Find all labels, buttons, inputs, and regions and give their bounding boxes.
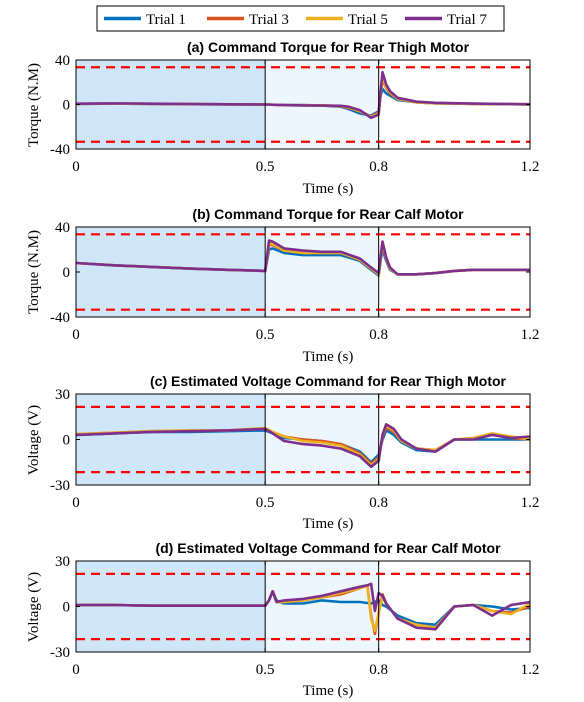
panel-c-ylabel: Voltage (V) [26, 405, 42, 475]
panel-c-ytick-label-1: 0 [63, 433, 71, 449]
panel-a: (a) Command Torque for Rear Thigh Motor … [26, 39, 539, 197]
panel-b-xtick-label-0: 0 [72, 327, 80, 343]
panel-c-series-trial-7 [76, 422, 530, 469]
panel-d-ytick-label-1: 0 [63, 600, 71, 616]
legend-label-3: Trial 3 [249, 12, 289, 28]
panel-a-xtick-label-0: 0 [72, 159, 80, 175]
panel-a-ytick-label-0: -40 [50, 142, 70, 158]
panel-a-xlabel: Time (s) [303, 181, 354, 197]
panel-d-xtick-label-3: 1.2 [521, 662, 540, 678]
panel-b-title: (b) Command Torque for Rear Calf Motor [192, 206, 464, 222]
panel-b-ytick-label-0: -40 [50, 310, 70, 326]
legend: Trial 1 Trial 3 Trial 5 Trial 7 [96, 5, 505, 32]
panel-d: (d) Estimated Voltage Command for Rear C… [26, 540, 539, 699]
panel-a-ytick-label-1: 0 [63, 98, 71, 114]
panel-d-title: (d) Estimated Voltage Command for Rear C… [155, 540, 501, 556]
panel-d-xtick-label-0: 0 [72, 662, 80, 678]
panel-a-ylabel: Torque (N.M) [26, 63, 42, 147]
legend-label-7: Trial 7 [447, 12, 487, 28]
panel-d-xlabel: Time (s) [303, 683, 354, 699]
legend-entry-3: Trial 3 [207, 12, 289, 28]
panel-b-ytick-label-1: 0 [63, 265, 71, 281]
panel-c-xtick-label-3: 1.2 [521, 495, 540, 511]
panel-b-xtick-label-3: 1.2 [521, 327, 540, 343]
panel-a-title: (a) Command Torque for Rear Thigh Motor [187, 39, 470, 55]
panel-a-ytick-label-2: 40 [55, 53, 70, 69]
panel-b-ytick-label-2: 40 [55, 220, 70, 236]
legend-entry-5: Trial 5 [306, 12, 388, 28]
panel-b-series-trial-7 [76, 239, 530, 276]
panel-a-xtick-label-3: 1.2 [521, 159, 540, 175]
legend-label-5: Trial 5 [348, 12, 388, 28]
legend-entry-7: Trial 7 [405, 12, 487, 28]
panel-b-phase1-region [76, 227, 266, 317]
panel-b-xtick-label-1: 0.5 [256, 327, 275, 343]
panel-d-series-trial-7 [76, 582, 530, 631]
panel-c-ytick-label-2: 30 [55, 387, 70, 403]
panel-d-ytick-label-2: 30 [55, 554, 70, 570]
panel-d-xtick-label-2: 0.8 [369, 662, 388, 678]
panel-d-phase2-region [265, 561, 379, 652]
panel-a-xtick-label-1: 0.5 [256, 159, 275, 175]
legend-label-1: Trial 1 [146, 12, 186, 28]
panel-a-series-trial-7 [76, 70, 530, 120]
panel-c-ytick-label-0: -30 [50, 478, 70, 494]
panel-c-title: (c) Estimated Voltage Command for Rear T… [150, 373, 507, 389]
panel-d-xtick-label-1: 0.5 [256, 662, 275, 678]
panel-c-xtick-label-2: 0.8 [369, 495, 388, 511]
panel-c-xtick-label-1: 0.5 [256, 495, 275, 511]
legend-entry-1: Trial 1 [104, 12, 186, 28]
panel-b-xlabel: Time (s) [303, 349, 354, 365]
panel-c-xtick-label-0: 0 [72, 495, 80, 511]
panel-b-xtick-label-2: 0.8 [369, 327, 388, 343]
panel-c-phase1-region [76, 394, 266, 485]
panel-c: (c) Estimated Voltage Command for Rear T… [26, 373, 539, 532]
panel-b: (b) Command Torque for Rear Calf Motor T… [26, 206, 539, 365]
panel-c-xlabel: Time (s) [303, 516, 354, 532]
panel-b-ylabel: Torque (N.M) [26, 230, 42, 314]
panel-b-phase2-region [265, 227, 379, 317]
panel-a-xtick-label-2: 0.8 [369, 159, 388, 175]
panel-d-ylabel: Voltage (V) [26, 572, 42, 642]
panel-d-ytick-label-0: -30 [50, 645, 70, 661]
